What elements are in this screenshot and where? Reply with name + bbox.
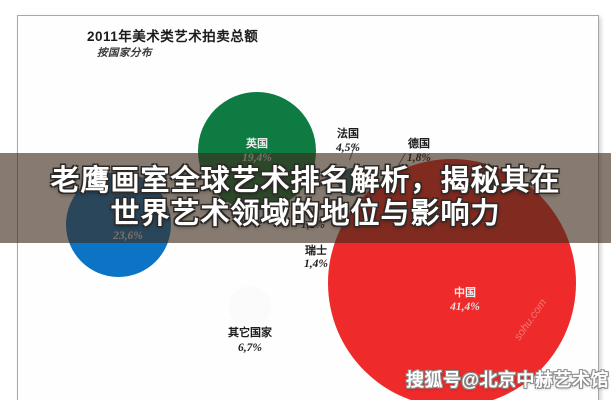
headline-line-2: 世界艺术领域的地位与影响力 bbox=[110, 198, 501, 230]
headline-overlay-text: 老鹰画室全球艺术排名解析，揭秘其在 世界艺术领域的地位与影响力 bbox=[0, 153, 611, 243]
headline-overlay-band bbox=[0, 153, 611, 243]
headline-line-1: 老鹰画室全球艺术排名解析，揭秘其在 bbox=[50, 165, 561, 197]
label-germany-name: 德国 bbox=[408, 138, 430, 150]
label-other-name: 其它国家 bbox=[228, 327, 272, 339]
label-switzerland-name: 瑞士 bbox=[305, 245, 327, 257]
label-china-value: 41,4% bbox=[450, 301, 480, 313]
chart-subtitle: 按国家分布 bbox=[97, 47, 152, 59]
label-france-value: 4,5% bbox=[336, 142, 360, 154]
label-other-value: 6,7% bbox=[238, 342, 262, 354]
chart-title: 2011年美术类艺术拍卖总额 bbox=[87, 29, 259, 44]
label-china-name: 中国 bbox=[454, 287, 476, 299]
bubble-other-countries bbox=[229, 286, 271, 328]
label-switzerland-value: 1,4% bbox=[304, 258, 328, 270]
label-france-name: 法国 bbox=[337, 128, 359, 140]
label-uk-name: 英国 bbox=[246, 138, 268, 150]
account-watermark: 搜狐号@北京中赫艺术馆 bbox=[406, 370, 610, 390]
